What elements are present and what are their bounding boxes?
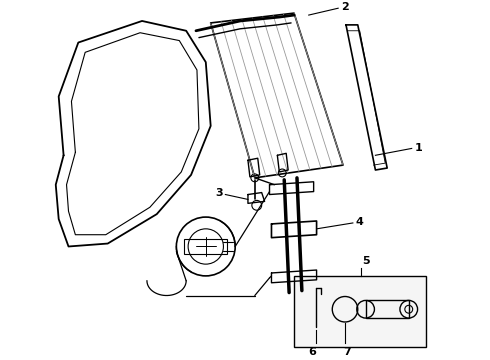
- Text: 7: 7: [343, 347, 351, 356]
- Text: 5: 5: [363, 256, 370, 266]
- Text: 6: 6: [309, 347, 317, 356]
- Text: 2: 2: [341, 2, 349, 12]
- Bar: [366, 300, 409, 318]
- Text: 1: 1: [415, 143, 422, 153]
- Bar: [294, 276, 426, 347]
- Bar: [184, 239, 227, 254]
- Text: 4: 4: [356, 217, 364, 227]
- Text: 3: 3: [216, 188, 223, 198]
